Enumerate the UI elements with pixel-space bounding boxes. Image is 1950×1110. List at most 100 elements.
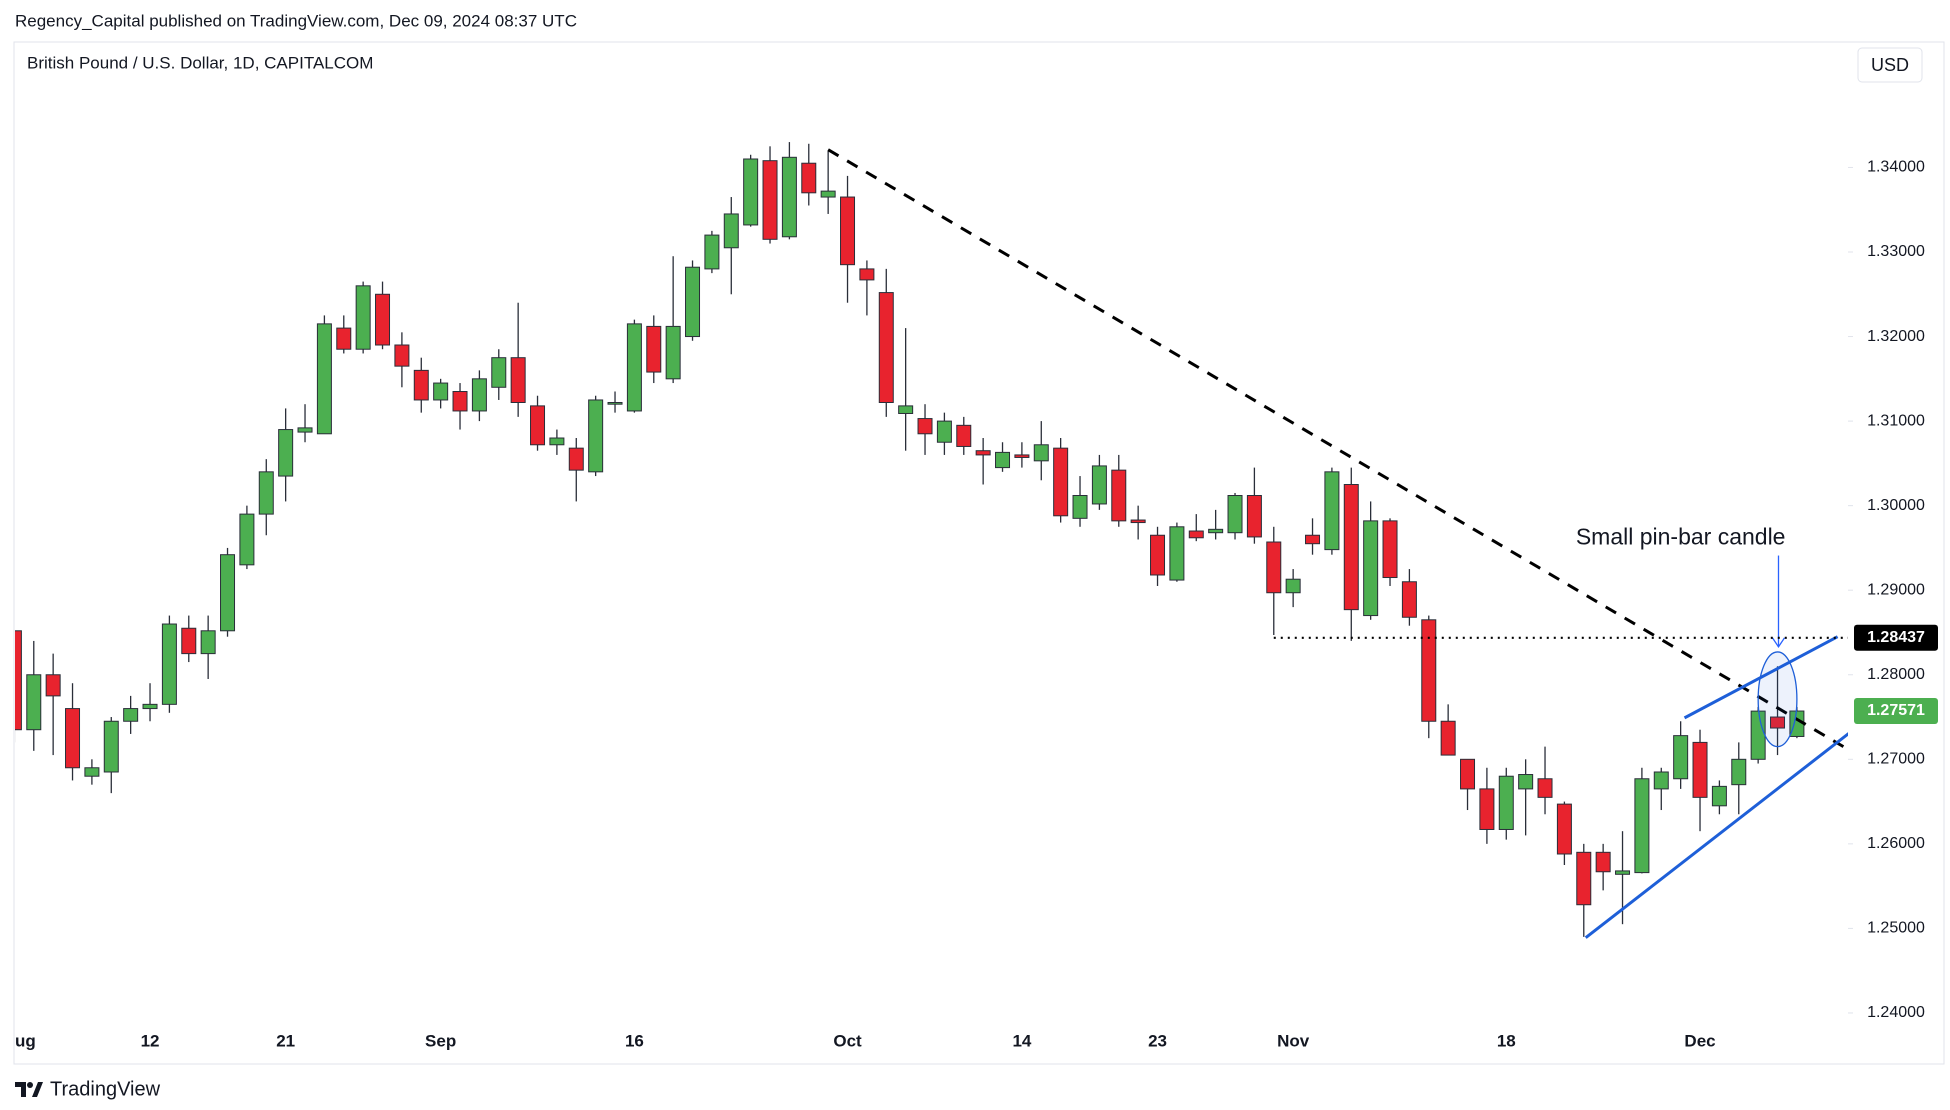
candle-body <box>1634 778 1650 874</box>
highlight-ellipse <box>1757 651 1798 748</box>
candle-body <box>278 429 294 477</box>
candle-body <box>820 190 836 198</box>
candle-body <box>452 391 468 412</box>
chart-frame <box>13 41 1945 1065</box>
candle-body <box>1615 870 1631 875</box>
candle-body <box>1401 581 1417 618</box>
candle-body <box>549 437 565 446</box>
candle-body <box>1653 771 1669 790</box>
candle-body <box>956 424 972 447</box>
candle-body <box>200 630 216 655</box>
candle-body <box>1343 484 1359 611</box>
currency-label: USD <box>1871 55 1909 75</box>
candle-body <box>258 471 274 515</box>
y-tick-label: 1.30000 <box>1867 497 1925 514</box>
x-tick-label: 12 <box>141 1031 160 1050</box>
candle-body <box>1382 520 1398 579</box>
candle-body <box>375 293 391 346</box>
candle-body <box>898 405 914 414</box>
candle-body <box>316 323 332 435</box>
trend-line <box>1683 635 1839 720</box>
candle-body <box>26 674 42 731</box>
candle-body <box>1033 444 1049 462</box>
candle-body <box>15 630 22 731</box>
candle-body <box>471 378 487 412</box>
candle-body <box>220 554 236 632</box>
y-tick-label: 1.33000 <box>1867 243 1925 260</box>
candle-body <box>413 369 429 401</box>
candle-body <box>103 720 119 773</box>
candle-body <box>161 623 177 705</box>
candle-body <box>1266 541 1282 594</box>
candle-body <box>762 160 778 240</box>
y-tick-label: 1.31000 <box>1867 412 1925 429</box>
candle-body <box>1324 471 1340 551</box>
candle-body <box>723 213 739 249</box>
candle-body <box>1285 578 1301 594</box>
price-label-box <box>1854 698 1938 725</box>
candle-body <box>975 450 991 456</box>
candle-body <box>530 405 546 446</box>
candle-body <box>1169 526 1185 581</box>
x-tick-label: 18 <box>1497 1031 1516 1050</box>
x-tick-label: 23 <box>1148 1031 1167 1050</box>
candle-body <box>646 325 662 373</box>
x-tick-label: 14 <box>1012 1031 1031 1050</box>
candle-body <box>1014 454 1030 458</box>
candle-body <box>995 451 1011 469</box>
candle-body <box>588 399 604 473</box>
y-tick-label: 1.26000 <box>1867 835 1925 852</box>
footer-brand: TradingView <box>50 1078 161 1100</box>
trend-line <box>1584 732 1848 939</box>
candle-body <box>1518 774 1534 790</box>
candle-body <box>704 234 720 270</box>
trend-line <box>827 148 1845 748</box>
candle-body <box>1130 519 1146 524</box>
candle-body <box>1770 716 1786 729</box>
candle-body <box>1537 778 1553 798</box>
candle-body <box>1556 803 1572 855</box>
price-label: 1.28437 <box>1867 629 1925 646</box>
arrow-head <box>1771 637 1786 649</box>
y-tick-label: 1.29000 <box>1867 581 1925 598</box>
price-label: 1.27571 <box>1867 702 1925 719</box>
candle-body <box>801 162 817 194</box>
candle-body <box>433 382 449 401</box>
currency-button[interactable] <box>1857 47 1923 83</box>
x-tick-label: Nov <box>1277 1031 1310 1050</box>
candle-body <box>1731 758 1747 786</box>
candle-body <box>917 418 933 435</box>
candle-body <box>1053 447 1069 517</box>
candle-body <box>1479 788 1495 830</box>
candle-body <box>607 401 623 405</box>
candle-body <box>1072 495 1088 519</box>
x-tick-label: 16 <box>625 1031 644 1050</box>
publisher-header: Regency_Capital published on TradingView… <box>15 11 577 30</box>
candle-body <box>859 268 875 281</box>
x-tick-label: Sep <box>425 1031 456 1050</box>
candle-body <box>510 357 526 403</box>
candle-body <box>878 292 894 403</box>
candle-body <box>743 158 759 226</box>
candle-body <box>1363 520 1379 617</box>
price-label-box <box>1854 624 1938 651</box>
x-tick-label: ug <box>15 1031 36 1050</box>
plot-area <box>15 142 1848 939</box>
x-tick-label: Dec <box>1684 1031 1715 1050</box>
candle-body <box>1305 534 1321 545</box>
y-tick-label: 1.32000 <box>1867 328 1925 345</box>
candle-body <box>1091 465 1107 505</box>
candle-body <box>1692 741 1708 798</box>
candle-body <box>394 344 410 367</box>
candle-body <box>936 420 952 443</box>
candle-body <box>84 767 100 777</box>
candle-body <box>336 327 352 350</box>
candle-body <box>1150 534 1166 576</box>
candle-body <box>1498 775 1514 830</box>
candle-body <box>1111 469 1127 522</box>
candle-body <box>65 708 81 769</box>
candle-body <box>1246 495 1262 538</box>
candle-body <box>1460 758 1476 790</box>
candle-body <box>123 708 139 722</box>
